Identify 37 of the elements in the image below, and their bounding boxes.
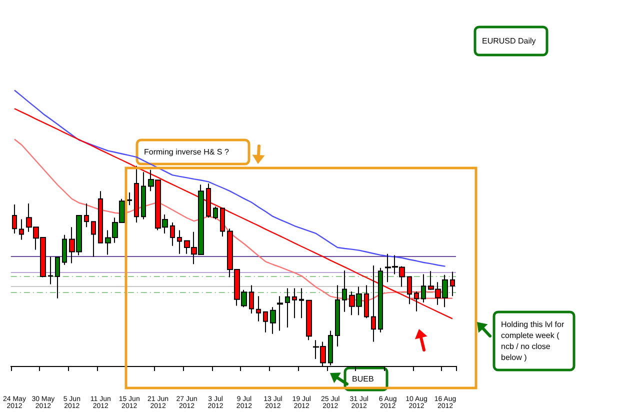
candlestick	[364, 284, 369, 319]
candlestick	[55, 256, 60, 299]
text: BUEB	[352, 374, 374, 384]
candlestick	[177, 230, 182, 254]
text: EURUSD Daily	[482, 36, 536, 46]
candlestick	[263, 311, 268, 333]
candlestick	[256, 296, 261, 322]
candlestick	[414, 291, 419, 312]
candlestick	[134, 165, 139, 223]
candlestick	[98, 190, 103, 244]
candlestick	[127, 192, 132, 206]
text: Holding this lvl for complete week ( ncb / no close below )	[501, 320, 566, 362]
candlestick	[342, 270, 347, 312]
candlestick	[48, 256, 53, 285]
text: Forming inverse H& S ?	[144, 148, 230, 156]
candlestick	[450, 271, 455, 297]
candlestick	[84, 202, 89, 228]
candlestick	[62, 234, 67, 266]
candlestick	[378, 267, 383, 333]
candlestick	[170, 222, 175, 246]
candlestick	[249, 284, 254, 314]
candlestick	[270, 306, 276, 334]
candlestick	[220, 208, 225, 237]
candlestick	[213, 206, 218, 220]
candlestick	[277, 296, 283, 332]
candlestick	[306, 300, 312, 341]
candlestick	[407, 276, 412, 305]
candlestick	[299, 288, 304, 319]
candlestick	[141, 172, 146, 220]
candlestick	[285, 288, 290, 328]
candlestick	[12, 204, 17, 234]
candlestick	[206, 182, 211, 218]
candlestick	[421, 274, 426, 304]
candlestick	[91, 221, 96, 258]
candlestick	[19, 218, 24, 240]
candlestick	[292, 288, 297, 319]
candlestick	[335, 284, 340, 348]
